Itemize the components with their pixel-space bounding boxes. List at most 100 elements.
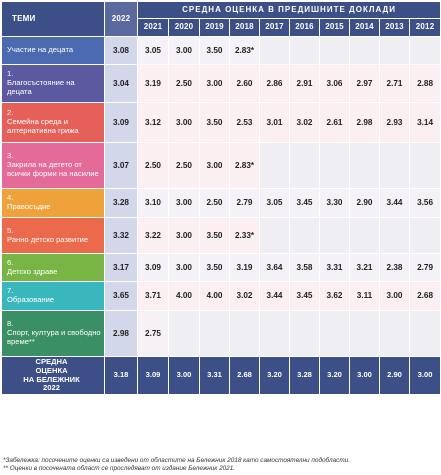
average-label: СРЕДНА ОЦЕНКА НА БЕЛЕЖНИК 2022 [1, 356, 105, 395]
score-cell: 3.71 [137, 281, 169, 311]
score-cell: 3.14 [408, 102, 441, 143]
score-cell: 2.83* [229, 142, 260, 189]
average-score-cell: 3.09 [137, 356, 169, 395]
score-2022-cell: 3.28 [104, 188, 138, 218]
score-cell [319, 310, 350, 357]
score-cell [259, 36, 290, 65]
score-cell: 3.12 [137, 102, 169, 143]
score-cell: 2.33* [229, 217, 260, 254]
topics-header: ТЕМИ [1, 1, 105, 37]
score-cell: 2.90 [349, 188, 380, 218]
topic-number: 7. [7, 286, 14, 296]
average-score-cell: 2.68 [229, 356, 260, 395]
score-cell [289, 310, 320, 357]
year-header: 2021 [137, 18, 169, 37]
score-cell: 2.75 [137, 310, 169, 357]
topic-label: Правосъдие [7, 202, 51, 211]
average-score-cell: 3.00 [168, 356, 200, 395]
score-cell: 2.79 [229, 188, 260, 218]
score-cell [349, 217, 380, 254]
topic-number: 3. [7, 151, 14, 161]
average-label-line: 2022 [43, 383, 60, 393]
score-cell: 3.00 [168, 102, 200, 143]
score-cell: 2.38 [379, 253, 410, 282]
year-header: 2014 [349, 18, 380, 37]
topic-cell: 3. Закрила на детето от всички форми на н… [1, 142, 105, 189]
table-row: 2. Семейна среда и алтернативна грижа 3.09… [1, 102, 441, 143]
topic-number: 8. [7, 319, 14, 329]
score-cell: 3.44 [379, 188, 410, 218]
score-2022-cell: 3.08 [104, 36, 138, 65]
score-cell: 3.00 [199, 64, 230, 103]
score-cell: 3.45 [289, 188, 320, 218]
score-cell [289, 142, 320, 189]
score-cell [379, 217, 410, 254]
score-cell: 3.19 [137, 64, 169, 103]
score-cell: 4.00 [168, 281, 200, 311]
score-cell [349, 142, 380, 189]
score-cell [168, 310, 200, 357]
score-cell [259, 310, 290, 357]
score-cell: 2.71 [379, 64, 410, 103]
topic-cell: Участие на децата [1, 36, 105, 65]
topic-number: 4. [7, 193, 14, 203]
score-cell [259, 142, 290, 189]
score-cell [289, 36, 320, 65]
score-cell [229, 310, 260, 357]
score-2022-cell: 3.04 [104, 64, 138, 103]
score-cell: 2.97 [349, 64, 380, 103]
score-cell [379, 142, 410, 189]
score-cell: 3.30 [319, 188, 350, 218]
score-2022-cell: 3.09 [104, 102, 138, 143]
average-score-cell: 3.20 [319, 356, 350, 395]
table-row: 3. Закрила на детето от всички форми на н… [1, 142, 441, 189]
score-cell [408, 36, 441, 65]
topic-label: Детско здраве [7, 266, 58, 276]
previous-reports-header: СРЕДНА ОЦЕНКА В ПРЕДИШНИТЕ ДОКЛАДИ [136, 1, 441, 19]
score-cell [199, 310, 230, 357]
year-header: 2018 [229, 18, 260, 37]
table-row: 7. Образование 3.65 3.71 4.00 4.00 3.02 3.44 3.4… [1, 281, 441, 311]
topic-number: 6. [7, 257, 14, 267]
topic-cell: 8. Спорт, култура и свободно време** [1, 310, 105, 357]
score-cell: 3.00 [168, 188, 200, 218]
score-cell: 3.09 [137, 253, 169, 282]
score-cell: 3.44 [259, 281, 290, 311]
average-score-cell: 2.90 [379, 356, 410, 395]
score-cell [408, 142, 441, 189]
topic-cell: 4. Правосъдие [1, 188, 105, 218]
score-cell [259, 217, 290, 254]
topic-label: Ранно детско развитие [7, 234, 89, 244]
score-cell: 2.53 [229, 102, 260, 143]
table-body: Участие на децата 3.08 3.05 3.00 3.50 2.83* 1.… [1, 36, 441, 395]
score-2022-cell: 2.98 [104, 310, 138, 357]
average-score-cell: 3.00 [349, 356, 380, 395]
topic-label: Закрила на детето от всички форми на нас… [7, 160, 99, 178]
score-cell: 2.50 [168, 142, 200, 189]
score-cell: 3.31 [319, 253, 350, 282]
score-cell [408, 217, 441, 254]
score-cell [319, 142, 350, 189]
score-cell: 2.79 [408, 253, 441, 282]
topic-cell: 2. Семейна среда и алтернативна грижа [1, 102, 105, 143]
table-row: 6. Детско здраве 3.17 3.09 3.00 3.50 3.19 3.64 3… [1, 253, 441, 282]
table-row: 5. Ранно детско развитие 3.32 3.22 3.00 3.50 2… [1, 217, 441, 254]
year-header: 2020 [168, 18, 200, 37]
year-header: 2016 [289, 18, 320, 37]
table-row: 4. Правосъдие 3.28 3.10 3.00 2.50 2.79 3.05 3.45… [1, 188, 441, 218]
topic-label: Благосъстояние на децата [7, 78, 75, 96]
average-score-cell: 3.28 [289, 356, 320, 395]
score-cell: 2.93 [379, 102, 410, 143]
score-cell: 3.00 [168, 217, 200, 254]
table-row: 8. Спорт, култура и свободно време** 2.98 2… [1, 310, 441, 357]
score-2022-cell: 3.17 [104, 253, 138, 282]
average-score-cell: 3.00 [408, 356, 441, 395]
score-cell: 3.02 [229, 281, 260, 311]
score-cell [349, 310, 380, 357]
topic-number: 1. [7, 69, 14, 79]
average-label-line: ОЦЕНКА [35, 365, 68, 375]
topic-cell: 6. Детско здраве [1, 253, 105, 282]
topic-label: Семейна среда и алтернативна грижа [7, 117, 79, 135]
score-cell: 3.02 [289, 102, 320, 143]
